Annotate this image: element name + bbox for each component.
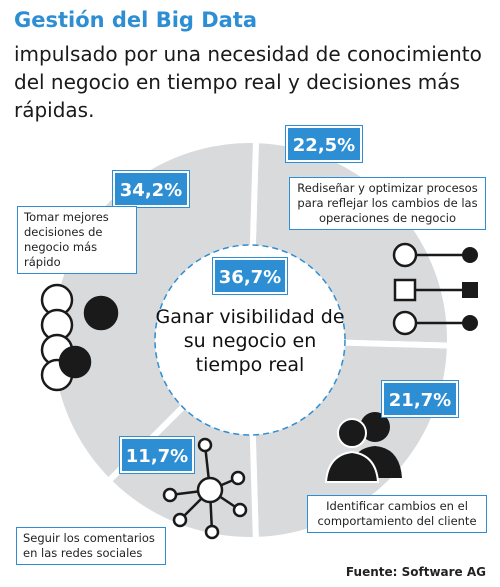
slice-4-value-badge: 34,2% bbox=[113, 171, 189, 207]
chart-title: Gestión del Big Data bbox=[14, 8, 258, 32]
slice-3-value-badge: 11,7% bbox=[120, 437, 194, 473]
social-network-icon bbox=[162, 437, 248, 540]
chart-subtitle: impulsado por una necesidad de conocimie… bbox=[14, 42, 482, 122]
slice-2-label: Identificar cambios en el comportamiento… bbox=[307, 495, 487, 533]
slice-3-label: Seguir los comentarios en las redes soci… bbox=[16, 527, 166, 565]
center-circle bbox=[154, 244, 346, 436]
people-icon bbox=[324, 412, 402, 483]
decision-circles-icon bbox=[40, 283, 119, 392]
center-value-badge: 36,7% bbox=[213, 258, 287, 294]
source-note: Fuente: Software AG bbox=[345, 565, 486, 579]
slice-1-value-badge: 22,5% bbox=[286, 126, 362, 162]
slice-1-label: Rediseñar y optimizar procesos para refl… bbox=[289, 177, 486, 230]
slice-2-value-badge: 21,7% bbox=[382, 381, 458, 417]
center-label: Ganar visibilidad de su negocio en tiemp… bbox=[155, 306, 345, 376]
process-flow-icon bbox=[392, 242, 478, 336]
slice-4-label: Tomar mejores decisiones de negocio más … bbox=[17, 206, 137, 274]
